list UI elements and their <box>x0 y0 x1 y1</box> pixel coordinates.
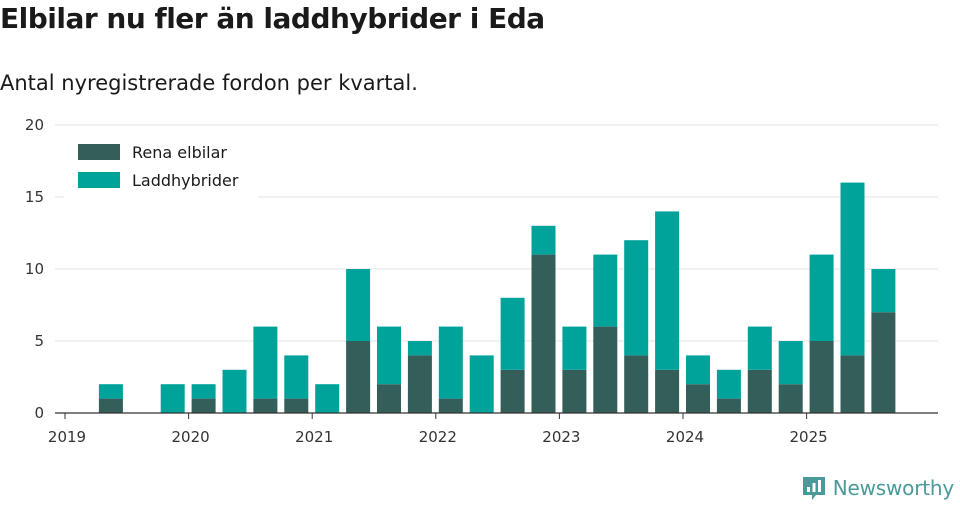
bar-segment-rena-elbilar <box>346 341 371 413</box>
bar-segment-laddhybrider <box>191 384 216 399</box>
bar-segment-rena-elbilar <box>407 355 432 413</box>
x-tick-label: 2019 <box>48 428 86 446</box>
bar-segment-laddhybrider <box>315 384 340 413</box>
bar-segment-laddhybrider <box>871 269 896 313</box>
bar-segment-rena-elbilar <box>98 398 123 413</box>
bar-segment-rena-elbilar <box>686 384 710 413</box>
bar-segment-rena-elbilar <box>253 398 278 413</box>
y-tick-label: 5 <box>34 332 44 350</box>
bar-segment-rena-elbilar <box>593 326 618 413</box>
x-tick-label: 2022 <box>419 428 457 446</box>
bar-segment-rena-elbilar <box>747 369 772 413</box>
newsworthy-logo-icon <box>802 477 825 500</box>
bar-segment-laddhybrider <box>778 341 803 385</box>
x-tick-label: 2025 <box>790 428 828 446</box>
bar-segment-rena-elbilar <box>377 384 401 413</box>
bar-segment-laddhybrider <box>500 297 525 370</box>
bar-segment-laddhybrider <box>407 341 432 356</box>
bar-segment-rena-elbilar <box>531 254 556 413</box>
bar-segment-laddhybrider <box>624 240 649 356</box>
bar-segment-laddhybrider <box>686 355 710 385</box>
bar-segment-rena-elbilar <box>716 398 741 413</box>
bar-segment-laddhybrider <box>809 254 834 341</box>
legend-swatch-rena-elbilar <box>78 144 120 160</box>
bar-segment-rena-elbilar <box>624 355 649 413</box>
legend-swatch-laddhybrider <box>78 172 120 188</box>
y-tick-label: 0 <box>34 404 44 422</box>
y-tick-label: 15 <box>25 188 44 206</box>
bar-segment-laddhybrider <box>531 225 556 255</box>
bar-segment-rena-elbilar <box>840 355 865 413</box>
bar-segment-laddhybrider <box>747 326 772 370</box>
x-axis: 2019 2020 2021 2022 2023 2024 2025 <box>48 413 828 446</box>
x-tick-label: 2024 <box>666 428 704 446</box>
y-tick-label: 10 <box>25 260 44 278</box>
bar-segment-laddhybrider <box>840 182 865 356</box>
bar-segment-rena-elbilar <box>500 369 525 413</box>
legend: Rena elbilar Laddhybrider <box>64 134 258 198</box>
bar-segment-rena-elbilar <box>191 398 216 413</box>
bar-segment-rena-elbilar <box>284 398 309 413</box>
bar-segment-laddhybrider <box>562 326 587 370</box>
bar-segment-rena-elbilar <box>778 384 803 413</box>
bar-segment-laddhybrider <box>655 211 680 370</box>
bars <box>98 182 896 413</box>
x-tick-label: 2023 <box>542 428 580 446</box>
bar-segment-rena-elbilar <box>655 369 680 413</box>
bar-segment-laddhybrider <box>222 369 247 413</box>
brand-name: Newsworthy <box>832 476 954 500</box>
y-axis: 0 5 10 15 20 <box>25 116 44 422</box>
bar-segment-laddhybrider <box>716 369 741 399</box>
bar-segment-laddhybrider <box>593 254 618 327</box>
chart-title: Elbilar nu fler än laddhybrider i Eda <box>0 2 545 35</box>
bar-segment-laddhybrider <box>253 326 278 399</box>
bar-segment-rena-elbilar <box>562 369 587 413</box>
chart-subtitle: Antal nyregistrerade fordon per kvartal. <box>0 71 418 95</box>
x-tick-label: 2020 <box>172 428 210 446</box>
y-tick-label: 20 <box>25 116 44 134</box>
bar-segment-rena-elbilar <box>871 312 896 413</box>
legend-label-laddhybrider: Laddhybrider <box>132 171 239 190</box>
bar-segment-laddhybrider <box>438 326 463 399</box>
bar-segment-laddhybrider <box>346 269 371 341</box>
bar-segment-laddhybrider <box>284 355 309 399</box>
bar-segment-laddhybrider <box>469 355 494 413</box>
newsworthy-brand: Newsworthy <box>801 475 954 501</box>
bar-segment-laddhybrider <box>377 326 401 385</box>
x-tick-label: 2021 <box>295 428 333 446</box>
legend-label-rena-elbilar: Rena elbilar <box>132 143 227 162</box>
bar-segment-rena-elbilar <box>809 341 834 413</box>
bar-segment-laddhybrider <box>160 384 185 413</box>
bar-segment-laddhybrider <box>98 384 123 399</box>
bar-segment-rena-elbilar <box>438 398 463 413</box>
